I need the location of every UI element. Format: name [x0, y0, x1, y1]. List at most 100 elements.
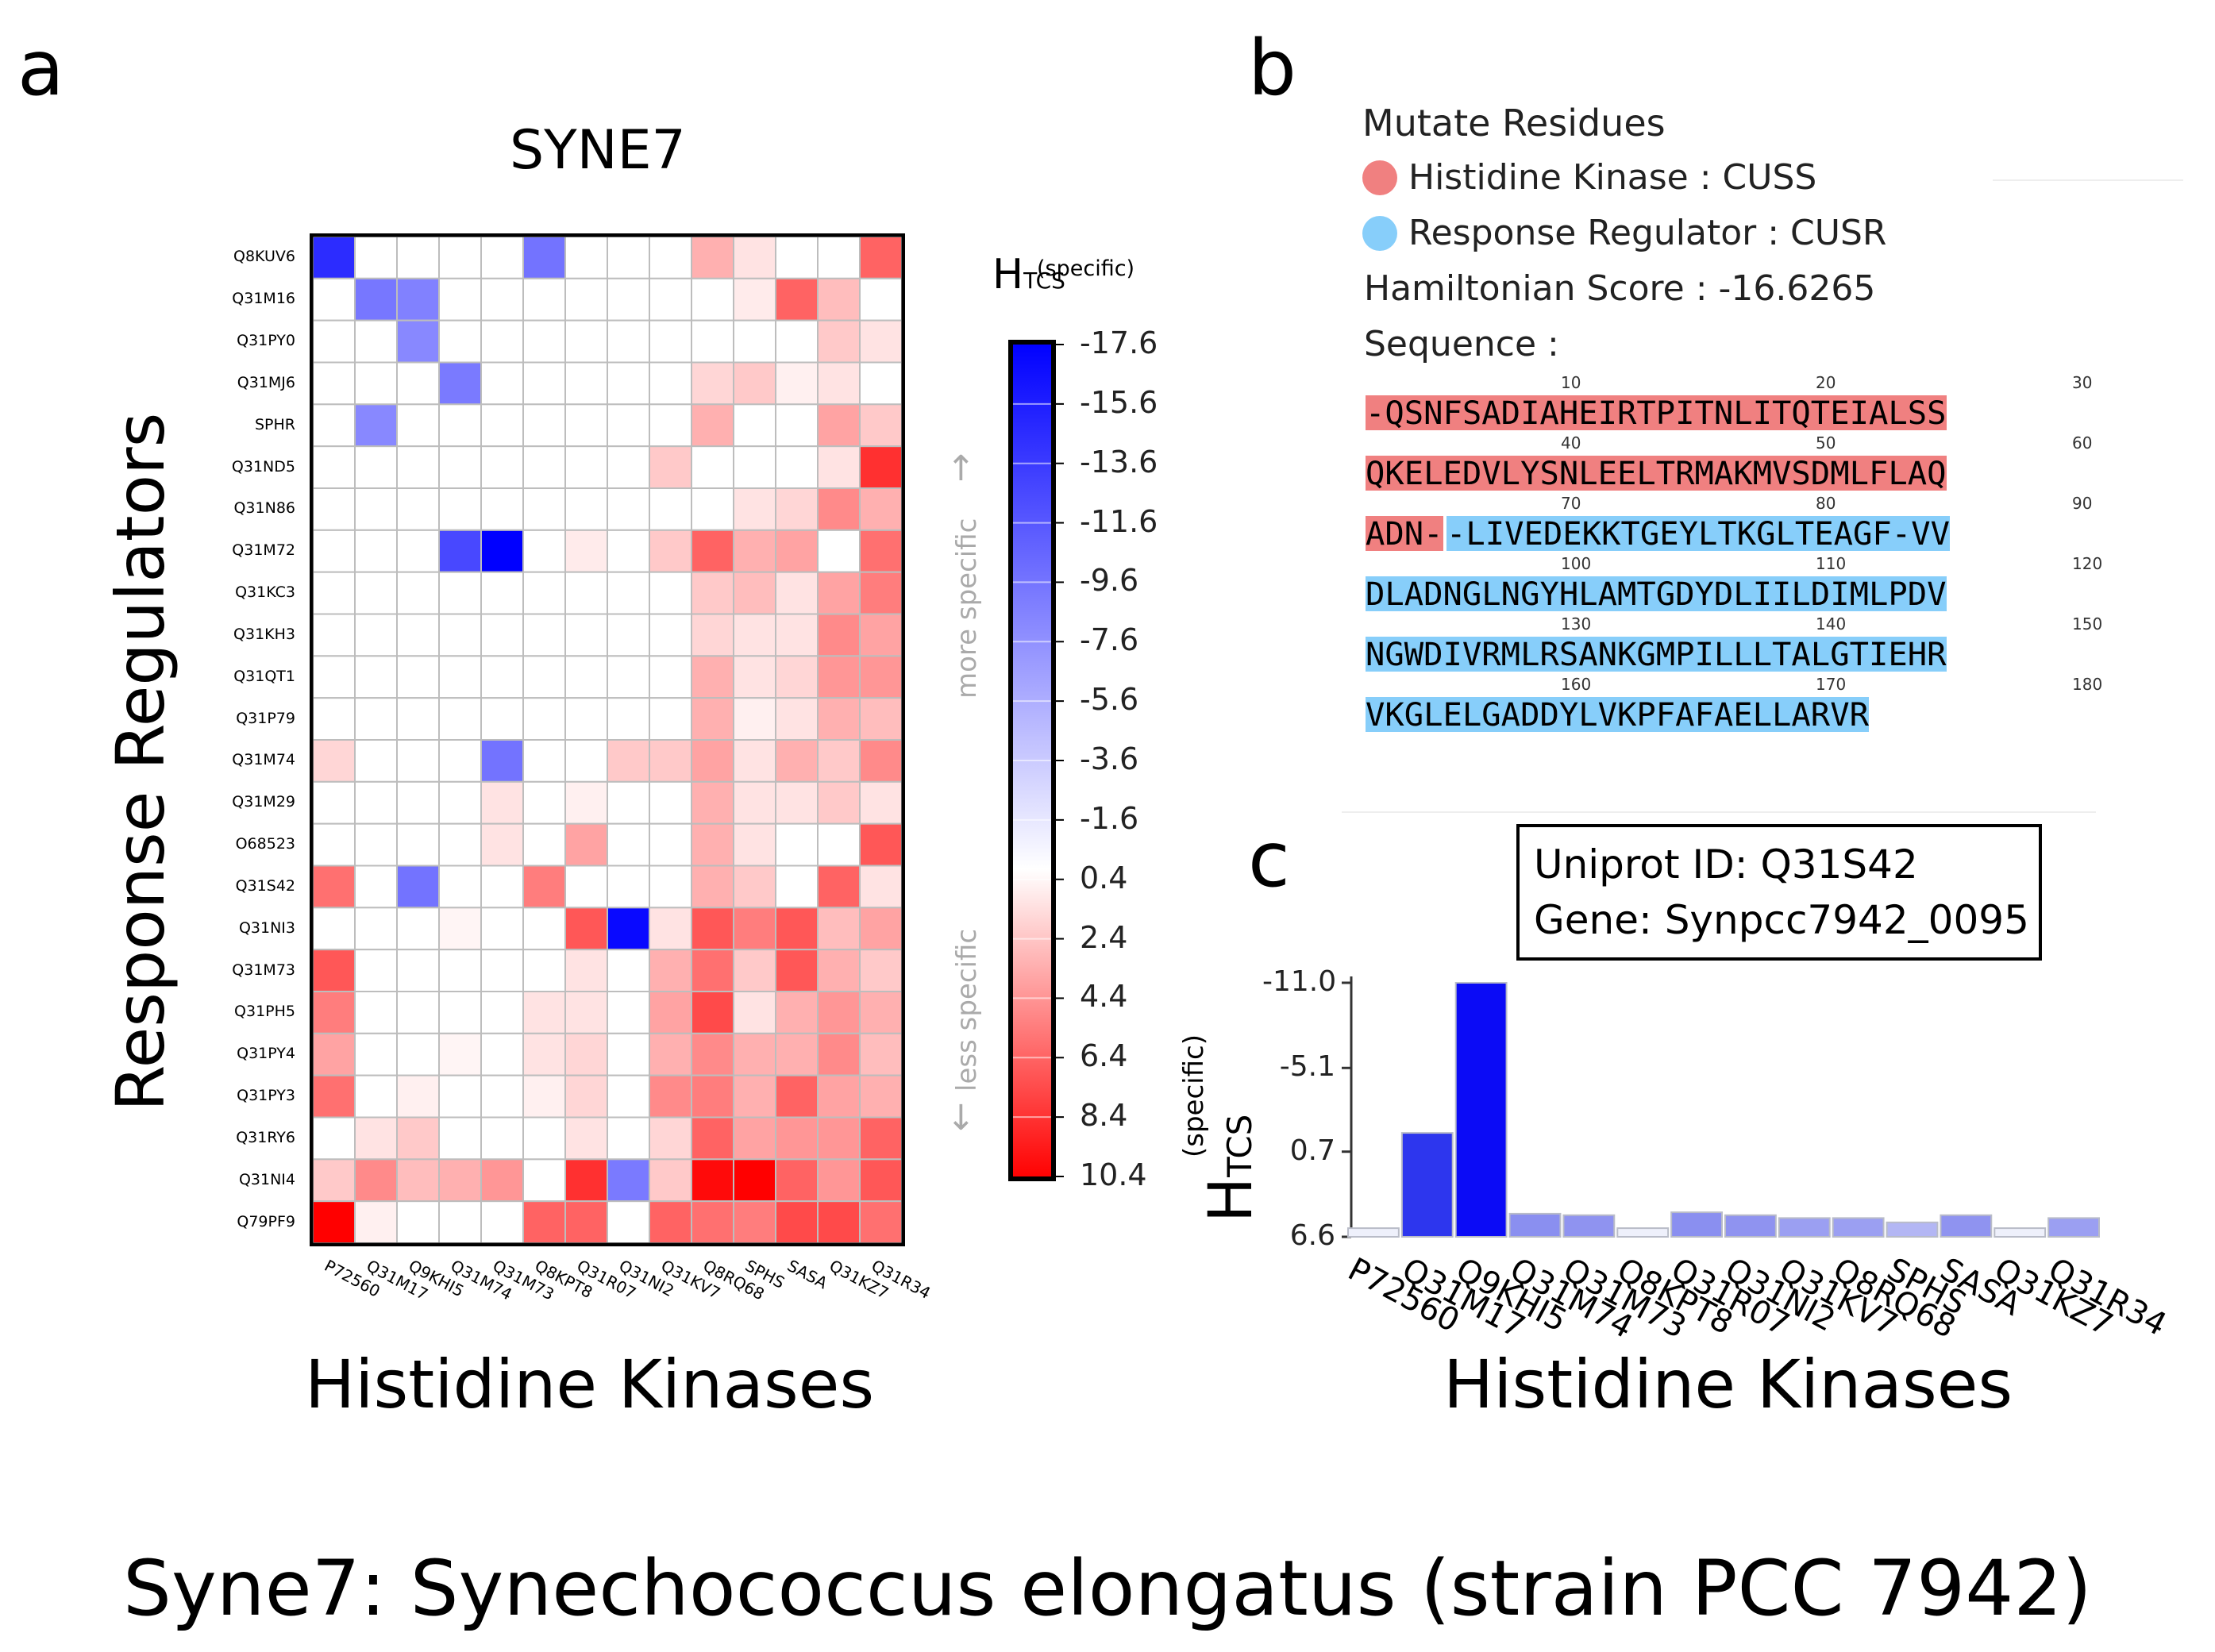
heatmap-cell	[649, 907, 692, 951]
heatmap-cell	[775, 571, 819, 615]
heatmap-cell	[649, 319, 692, 364]
heatmap-cell	[312, 655, 356, 699]
heatmap-cell	[564, 949, 608, 993]
heatmap-cell	[733, 865, 776, 909]
heatmap-cell	[649, 697, 692, 741]
heatmap-cell	[312, 991, 356, 1034]
heatmap-cell	[775, 236, 819, 279]
heatmap-cell	[733, 529, 776, 573]
sequence-label: Sequence :	[1364, 324, 1559, 364]
heatmap-cell	[354, 949, 398, 993]
heatmap-cell	[480, 949, 524, 993]
sequence-rr-segment: VKGLELGADDYLVKPFAFAELLARVR	[1366, 695, 1869, 734]
heatmap-cell	[396, 1032, 440, 1076]
heatmap-cell	[354, 655, 398, 699]
heatmap-cell	[438, 487, 482, 531]
sequence-rr-segment: DLADNGLNGYHLAMTGDYDLIILDIMLPDV	[1366, 575, 1947, 613]
heatmap-cell	[859, 613, 903, 657]
heatmap-cell	[817, 1158, 861, 1203]
heatmap-cell	[817, 1116, 861, 1161]
heatmap-cell	[733, 780, 776, 825]
heatmap-row-label: Q8KUV6	[233, 248, 295, 266]
panel-letter-b: b	[1248, 24, 1296, 113]
heatmap-cell	[733, 1032, 776, 1076]
heatmap-cell	[522, 991, 566, 1034]
info-box: Uniprot ID: Q31S42 Gene: Synpcc7942_0095	[1516, 824, 2042, 961]
heatmap-cell	[354, 277, 398, 322]
heatmap-cell	[396, 739, 440, 783]
heatmap-cell	[564, 822, 608, 867]
heatmap-cell	[564, 1158, 608, 1203]
colorbar-tick-label: -11.6	[1080, 503, 1158, 539]
sequence-position-number: 50	[1816, 433, 1836, 452]
heatmap-cell	[354, 1200, 398, 1244]
heatmap-cell	[733, 1074, 776, 1119]
heatmap-cell	[396, 907, 440, 951]
heatmap-cell	[691, 697, 734, 741]
heatmap-cell	[859, 780, 903, 825]
heatmap-cell	[522, 277, 566, 322]
heatmap-cell	[354, 613, 398, 657]
heatmap-cell	[691, 529, 734, 573]
sequence-position-number: 20	[1816, 373, 1836, 392]
sequence-position-number: 140	[1816, 614, 1847, 633]
heatmap-cell	[480, 1116, 524, 1161]
heatmap-cell	[649, 1116, 692, 1161]
heatmap-cell	[480, 613, 524, 657]
heatmap-cell	[438, 319, 482, 364]
bar	[1832, 1217, 1885, 1238]
heatmap-cell	[607, 655, 650, 699]
bar	[1616, 1227, 1670, 1238]
heatmap-cell	[480, 991, 524, 1034]
heatmap-cell	[859, 529, 903, 573]
arrow-up-icon: ↑	[946, 449, 976, 489]
heatmap-cell	[480, 1032, 524, 1076]
heatmap-cell	[312, 822, 356, 867]
heatmap-cell	[817, 319, 861, 364]
heatmap-cell	[859, 403, 903, 448]
heatmap-cell	[312, 571, 356, 615]
heatmap-cell	[480, 236, 524, 279]
heatmap-cell	[817, 991, 861, 1034]
heatmap-cell	[522, 1158, 566, 1203]
heatmap-cell	[396, 1116, 440, 1161]
heatmap-cell	[396, 529, 440, 573]
heatmap-cell	[607, 780, 650, 825]
heatmap-row-label: Q31P79	[236, 709, 295, 727]
bar	[1994, 1227, 2047, 1238]
sequence-position-number: 100	[1561, 554, 1592, 573]
heatmap-cell	[312, 445, 356, 489]
heatmap-cell	[480, 403, 524, 448]
heatmap-cell	[564, 865, 608, 909]
heatmap-cell	[733, 822, 776, 867]
sequence-position-number: 70	[1561, 494, 1581, 513]
heatmap-cell	[691, 361, 734, 406]
heatmap-cell	[312, 1074, 356, 1119]
heatmap-cell	[649, 487, 692, 531]
heatmap-cell	[859, 319, 903, 364]
heatmap-cell	[354, 907, 398, 951]
heatmap-cell	[817, 487, 861, 531]
heatmap-cell	[522, 529, 566, 573]
heatmap-row-label: Q31PY4	[237, 1045, 295, 1063]
sequence-hk-segment: -QSNFSADIAHEIRTPITNLITQTEIALSS	[1366, 394, 1947, 432]
heatmap-cell	[691, 236, 734, 279]
colorbar-tick-label: 6.4	[1080, 1038, 1128, 1074]
heatmap-cell	[354, 1032, 398, 1076]
heatmap-cell	[607, 1032, 650, 1076]
heatmap-cell	[354, 991, 398, 1034]
heatmap-cell	[312, 907, 356, 951]
heatmap-cell	[607, 403, 650, 448]
heatmap-cell	[607, 822, 650, 867]
colorbar-label-sub: TCS	[1023, 268, 1065, 294]
heatmap-row-label: Q31QT1	[233, 667, 295, 685]
colorbar	[1008, 340, 1064, 1181]
sequence-position-number: 180	[2072, 675, 2103, 694]
heatmap-cell	[480, 780, 524, 825]
heatmap-cell	[691, 655, 734, 699]
heatmap-cell	[312, 865, 356, 909]
heatmap-cell	[480, 529, 524, 573]
bar	[1886, 1221, 1939, 1238]
heatmap-cell	[649, 1032, 692, 1076]
heatmap-cell	[859, 949, 903, 993]
